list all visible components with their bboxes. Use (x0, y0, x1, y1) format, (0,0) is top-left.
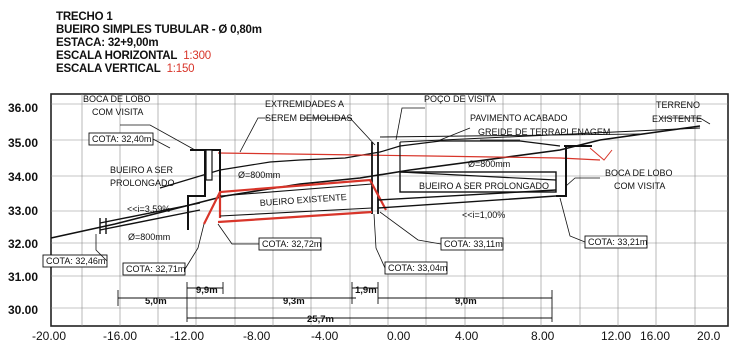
label-slope-left: <<i=3,59% (127, 204, 170, 214)
label-poco-visita: POÇO DE VISITA (424, 94, 496, 104)
cota-label: COTA: 32,72m (262, 239, 321, 249)
dim-label: 9,9m (196, 285, 218, 296)
cota-label: COTA: 33,21m (588, 237, 647, 247)
y-tick: 33.00 (8, 204, 38, 218)
x-tick: 12.00 (601, 329, 631, 343)
label-extremidades: EXTREMIDADES A (265, 99, 344, 109)
grade-marker (589, 147, 613, 161)
cota-label: COTA: 33,11m (444, 239, 503, 249)
escala-h-label: ESCALA HORIZONTAL (56, 50, 178, 62)
x-tick: -8.00 (243, 329, 271, 343)
title-estaca: ESTACA: 32+9,00m (56, 37, 159, 49)
y-tick: 32.00 (8, 237, 38, 251)
x-tick: -16.00 (103, 329, 137, 343)
label-existente: EXISTENTE (652, 114, 702, 124)
poco-de-visita (371, 142, 379, 214)
y-tick: 35.00 (8, 136, 38, 150)
x-tick: 8.00 (531, 329, 555, 343)
x-tick: 16.00 (640, 329, 670, 343)
title-escala-horizontal: ESCALA HORIZONTAL 1:300 (56, 50, 211, 62)
right-pipe-box (399, 171, 557, 193)
label-boca-lobo-left: BOCA DE LOBO (83, 94, 151, 104)
label-diam-right: Ø=800mm (468, 159, 510, 169)
x-tick: 4.00 (455, 329, 479, 343)
label-greide: GREIDE DE TERRAPLENAGEM (478, 127, 610, 137)
terrain-line (50, 125, 701, 239)
label-slope-right: <<i=1,00% (462, 210, 505, 220)
existing-pipe (219, 183, 373, 217)
x-tick: 0.00 (387, 329, 411, 343)
label-pavimento: PAVIMENTO ACABADO (470, 113, 568, 123)
title-escala-vertical: ESCALA VERTICAL 1:150 (56, 63, 195, 75)
dim-label: 1,9m (355, 285, 377, 296)
left-manhole-inner (205, 149, 213, 181)
escala-h-value: 1:300 (183, 50, 211, 62)
right-pipe-top (399, 171, 557, 181)
cota-label: COTA: 32,40m (92, 134, 151, 144)
dim-label: 9,0m (455, 296, 477, 307)
plot-frame (50, 93, 729, 327)
escala-v-value: 1:150 (166, 63, 195, 75)
label-diam-mid: Ø=800mm (238, 170, 280, 180)
subgrade-line (379, 133, 641, 138)
cota-label: COTA: 32,71m (126, 264, 185, 274)
x-tick: -12.00 (170, 329, 204, 343)
cota-label: COTA: 32,46m (46, 256, 105, 266)
x-axis-labels: -20.00 -16.00 -12.00 -8.00 -4.00 0.00 4.… (32, 329, 721, 343)
title-bueiro: BUEIRO SIMPLES TUBULAR - Ø 0,80m (56, 24, 262, 36)
label-prolongado: PROLONGADO (110, 178, 175, 188)
grid (51, 94, 728, 326)
leader-lines (95, 107, 711, 270)
dimension-lines (117, 282, 553, 322)
label-com-visita-left: COM VISITA (92, 107, 143, 117)
y-tick: 31.00 (8, 270, 38, 284)
left-manhole (187, 149, 221, 230)
dim-label: 25,7m (307, 314, 334, 325)
label-serem-demolidas: SEREM DEMOLIDAS (265, 113, 353, 123)
left-pipe (99, 202, 201, 231)
dim-label: 5,0m (145, 296, 167, 307)
y-tick: 36.00 (8, 101, 38, 115)
x-tick: -4.00 (311, 329, 339, 343)
upper-earth-line (159, 140, 561, 189)
label-bueiro-ser-right: BUEIRO A SER PROLONGADO (419, 181, 549, 191)
label-bueiro-existente: BUEIRO EXISTENTE (259, 192, 347, 208)
dim-label: 9,3m (283, 296, 305, 307)
cota-label: COTA: 33,04m (388, 263, 447, 273)
y-tick: 30.00 (8, 303, 38, 317)
cota-boxes: COTA: 32,40m COTA: 32,46m COTA: 32,71m C… (42, 132, 648, 276)
existing-pipe-red (203, 178, 387, 225)
grade-red-line (217, 152, 601, 161)
label-com-visita-right: COM VISITA (614, 181, 665, 191)
left-pipe-end (99, 218, 107, 234)
right-manhole (556, 145, 592, 197)
label-boca-lobo-right: BOCA DE LOBO (605, 168, 673, 178)
y-tick: 34.00 (8, 170, 38, 184)
x-tick: 20.0 (697, 329, 721, 343)
label-diam-left: Ø=800mm (128, 232, 170, 242)
x-tick: -20.00 (32, 329, 66, 343)
label-terreno: TERRENO (656, 100, 700, 110)
label-bueiro-ser: BUEIRO A SER (110, 165, 174, 175)
title-trecho: TRECHO 1 (56, 11, 113, 23)
escala-v-label: ESCALA VERTICAL (56, 63, 161, 75)
y-axis-labels: 36.00 35.00 34.00 33.00 32.00 31.00 30.0… (8, 101, 38, 317)
